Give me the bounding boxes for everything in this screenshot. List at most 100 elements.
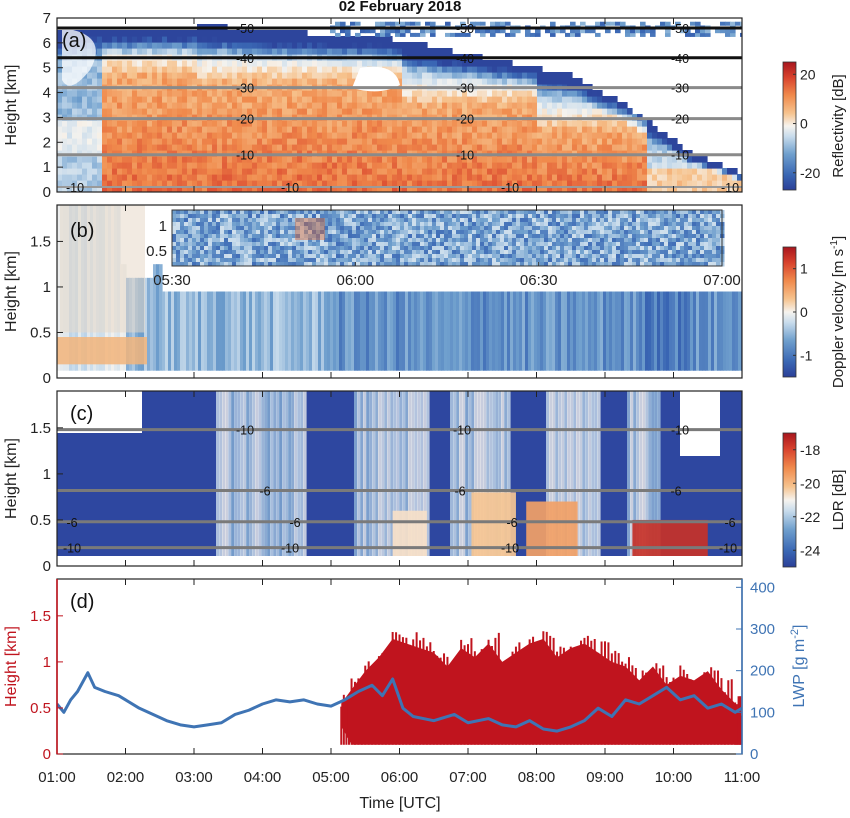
inset-cell [488, 214, 493, 219]
reflectivity-cell [267, 60, 273, 67]
reflectivity-cell [715, 29, 721, 33]
inset-cell [516, 258, 521, 263]
inset-cell [544, 242, 549, 247]
reflectivity-cell [527, 156, 533, 163]
reflectivity-cell [327, 156, 333, 163]
reflectivity-cell [252, 96, 258, 103]
reflectivity-cell [107, 156, 113, 163]
reflectivity-cell [377, 138, 383, 145]
reflectivity-cell [97, 60, 103, 67]
reflectivity-cell [177, 180, 183, 187]
inset-cell [512, 246, 517, 251]
reflectivity-cell [382, 48, 388, 55]
reflectivity-cell [427, 72, 433, 79]
inset-cell [300, 242, 305, 247]
reflectivity-cell [390, 29, 396, 33]
inset-cell [440, 230, 445, 235]
inset-cell [172, 218, 177, 223]
reflectivity-cell [427, 120, 433, 127]
reflectivity-cell [192, 60, 198, 67]
inset-cell [328, 226, 333, 231]
reflectivity-cell [357, 132, 363, 139]
reflectivity-cell [317, 108, 323, 115]
inset-cell [352, 222, 357, 227]
reflectivity-cell [342, 42, 348, 49]
reflectivity-cell [417, 108, 423, 115]
inset-cell [504, 250, 509, 255]
reflectivity-cell [342, 78, 348, 85]
reflectivity-cell [117, 42, 123, 49]
inset-cell [236, 242, 241, 247]
reflectivity-cell [317, 102, 323, 109]
reflectivity-cell [252, 138, 258, 145]
reflectivity-cell [402, 156, 408, 163]
inset-cell [448, 222, 453, 227]
reflectivity-cell [282, 60, 288, 67]
reflectivity-cell [367, 180, 373, 187]
reflectivity-cell [412, 48, 418, 55]
reflectivity-cell [192, 72, 198, 79]
reflectivity-cell [122, 156, 128, 163]
inset-cell [448, 254, 453, 259]
inset-cell [544, 238, 549, 243]
reflectivity-cell [547, 108, 553, 115]
inset-cell [336, 246, 341, 251]
reflectivity-cell [362, 60, 368, 67]
reflectivity-cell [437, 48, 443, 55]
inset-cell [488, 222, 493, 227]
reflectivity-cell [227, 72, 233, 79]
inset-cell [464, 242, 469, 247]
reflectivity-cell [547, 156, 553, 163]
reflectivity-cell [152, 102, 158, 109]
reflectivity-cell [427, 144, 433, 151]
reflectivity-cell [197, 66, 203, 73]
inset-cell [272, 238, 277, 243]
reflectivity-cell [222, 180, 228, 187]
reflectivity-cell [417, 102, 423, 109]
inset-cell [496, 250, 501, 255]
reflectivity-cell [442, 72, 448, 79]
reflectivity-cell [172, 126, 178, 133]
reflectivity-cell [77, 162, 83, 169]
inset-cell [344, 218, 349, 223]
inset-cell [332, 210, 337, 215]
reflectivity-cell [570, 33, 576, 37]
reflectivity-cell [467, 162, 473, 169]
inset-cell [488, 238, 493, 243]
inset-cell [472, 238, 477, 243]
reflectivity-cell [162, 144, 168, 151]
reflectivity-cell [152, 162, 158, 169]
inset-cell [256, 246, 261, 251]
inset-cell [436, 218, 441, 223]
reflectivity-cell [372, 42, 378, 49]
reflectivity-cell [122, 180, 128, 187]
reflectivity-cell [297, 120, 303, 127]
inset-cell [292, 246, 297, 251]
reflectivity-cell [430, 29, 436, 33]
reflectivity-cell [562, 96, 568, 103]
inset-cell [232, 238, 237, 243]
reflectivity-cell [122, 60, 128, 67]
inset-cell [588, 234, 593, 239]
reflectivity-cell [337, 162, 343, 169]
reflectivity-cell [317, 180, 323, 187]
inset-cell [200, 254, 205, 259]
inset-cell [416, 214, 421, 219]
reflectivity-cell [117, 162, 123, 169]
reflectivity-cell [482, 174, 488, 181]
reflectivity-cell [172, 36, 178, 43]
reflectivity-cell [452, 132, 458, 139]
inset-cell [188, 214, 193, 219]
reflectivity-cell [482, 72, 488, 79]
reflectivity-cell [142, 90, 148, 97]
reflectivity-cell [405, 29, 411, 33]
reflectivity-cell [352, 66, 358, 73]
inset-cell [212, 222, 217, 227]
reflectivity-cell [707, 180, 713, 187]
inset-cell [400, 258, 405, 263]
reflectivity-cell [367, 108, 373, 115]
reflectivity-cell [332, 174, 338, 181]
reflectivity-cell [322, 72, 328, 79]
inset-cell [476, 258, 481, 263]
reflectivity-cell [417, 156, 423, 163]
